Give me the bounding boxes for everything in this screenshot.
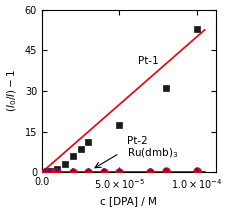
Point [117, 170, 121, 173]
Text: Pt-1: Pt-1 [137, 56, 158, 66]
Point [43, 170, 47, 174]
Y-axis label: $(I_0/I) -1$: $(I_0/I) -1$ [5, 69, 19, 112]
Point [71, 154, 74, 158]
Point [163, 170, 167, 174]
Point [55, 170, 59, 174]
Point [86, 170, 90, 174]
Point [117, 123, 121, 127]
Point [163, 170, 167, 173]
Point [194, 170, 198, 173]
Point [48, 170, 51, 174]
Point [55, 167, 59, 171]
Point [79, 148, 82, 151]
Text: Ru(dmb)$_3$: Ru(dmb)$_3$ [127, 146, 178, 160]
Point [148, 170, 152, 173]
Point [194, 170, 198, 173]
Point [71, 170, 74, 173]
Point [86, 141, 90, 144]
Point [48, 169, 51, 173]
Point [71, 170, 74, 174]
Point [102, 170, 105, 174]
Point [163, 86, 167, 90]
Point [148, 170, 152, 174]
X-axis label: c [DPA] / M: c [DPA] / M [100, 197, 156, 206]
Point [63, 162, 67, 165]
Text: Pt-2: Pt-2 [127, 136, 147, 146]
Point [117, 170, 121, 174]
Point [55, 170, 59, 174]
Point [86, 170, 90, 173]
Point [102, 170, 105, 173]
Point [48, 170, 51, 174]
Point [43, 170, 47, 174]
Point [194, 27, 198, 30]
